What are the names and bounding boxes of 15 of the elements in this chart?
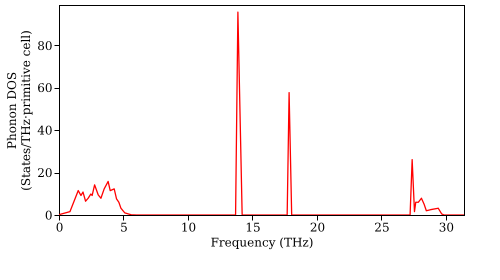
x-tick-label: 15: [245, 220, 261, 234]
line-series: [59, 12, 464, 215]
x-tick-label: 20: [310, 220, 326, 234]
y-axis-title: Phonon DOS (States/THz·primitive cell): [5, 30, 34, 191]
x-tick-label: 0: [56, 220, 64, 234]
x-tick-label: 25: [374, 220, 390, 234]
y-tick-label: 20: [37, 166, 52, 180]
x-tick-label: 5: [120, 220, 128, 234]
y-tick-label: 60: [37, 81, 52, 96]
x-axis-title: Frequency (THz): [210, 236, 314, 250]
x-tick-label: 10: [180, 220, 196, 234]
y-tick-label: 80: [37, 38, 52, 53]
y-tick-label: 40: [37, 124, 52, 138]
y-tick-label: 0: [44, 208, 52, 222]
x-tick-label: 30: [438, 220, 454, 234]
